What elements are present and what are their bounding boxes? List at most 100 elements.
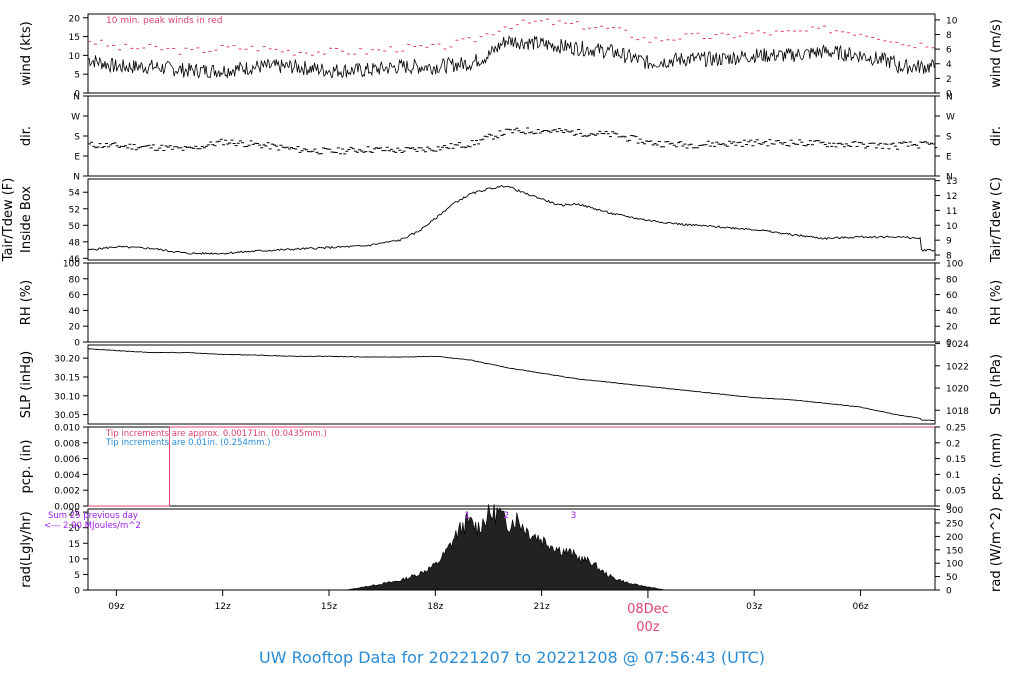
annotation-tip-exact: Tip increments are 0.01in. (0.254mm.) <box>105 438 270 448</box>
date-label: 08Dec <box>627 602 669 617</box>
ytick-label-rad: 15 <box>69 540 80 550</box>
ytick-right-label-temp: 8 <box>946 252 952 262</box>
ytick-label-dir: W <box>71 113 80 123</box>
ylabel-right-pcp: pcp. (mm) <box>989 433 1004 500</box>
ytick-label-rad: 10 <box>69 555 81 565</box>
ylabel-right-slp: SLP (hPa) <box>989 354 1004 415</box>
ytick-label-temp: 46 <box>69 255 81 265</box>
ytick-right-label-rad: 250 <box>946 520 963 530</box>
rad-peak-label-3: 3 <box>571 511 577 521</box>
ytick-right-label-wind: 2 <box>946 75 952 85</box>
panel-frame-rh <box>87 262 936 343</box>
ytick-right-label-dir: S <box>946 133 952 143</box>
xtick-label-15z: 15z <box>321 602 337 612</box>
xtick-label-12z: 12z <box>215 602 231 612</box>
ytick-label-pcp: 0.010 <box>54 424 80 434</box>
ytick-label-dir: S <box>74 133 80 143</box>
ylabel-sub-temp: Inside Box <box>19 186 34 253</box>
ytick-right-label-wind: 4 <box>946 60 952 70</box>
panel-frame-temp <box>87 178 936 261</box>
ylabel-pcp: pcp. (in) <box>19 440 34 494</box>
ytick-label-wind: 0 <box>74 90 80 100</box>
ytick-right-label-slp: 1018 <box>946 407 969 417</box>
annotation-tip-approx: Tip increments are approx. 0.00171in. (0… <box>105 429 327 439</box>
ytick-right-label-dir: N <box>946 93 953 103</box>
ytick-label-slp: 30.20 <box>54 355 80 365</box>
date-sublabel: 00z <box>636 620 660 635</box>
ytick-right-label-pcp: 0.15 <box>946 455 966 465</box>
rad-peak-label-2: 2 <box>503 511 509 521</box>
ytick-label-wind: 20 <box>69 14 81 24</box>
ytick-label-slp: 30.10 <box>54 392 80 402</box>
ylabel-wind: wind (kts) <box>19 21 34 85</box>
panel-frame-slp <box>87 344 936 425</box>
ylabel-rh: RH (%) <box>19 280 34 325</box>
ytick-label-dir: N <box>73 173 80 183</box>
ytick-right-label-temp: 11 <box>946 207 957 217</box>
ylabel-right-rh: RH (%) <box>989 280 1004 325</box>
series-line-slp <box>87 348 935 421</box>
ytick-label-pcp: 0.000 <box>54 503 80 513</box>
ylabel-right-rad: rad (W/m^2) <box>989 507 1004 592</box>
ytick-label-rad: 0 <box>74 587 80 597</box>
ytick-label-slp: 30.05 <box>54 411 80 421</box>
annotation-rad-sum: Sum 25 previous day <box>48 511 138 521</box>
ytick-right-label-wind: 8 <box>946 31 952 41</box>
ytick-label-wind: 10 <box>69 52 81 62</box>
ytick-label-rh: 40 <box>69 307 81 317</box>
ytick-label-rh: 0 <box>74 339 80 349</box>
ytick-right-label-dir: E <box>946 153 952 163</box>
ytick-right-label-dir: W <box>946 113 955 123</box>
ylabel-slp: SLP (inHg) <box>19 351 34 419</box>
xtick-label-18z: 18z <box>427 602 443 612</box>
ytick-label-rad: 25 <box>69 509 80 519</box>
ytick-label-temp: 52 <box>69 205 80 215</box>
ytick-right-label-rh: 80 <box>946 275 958 285</box>
ytick-right-label-rh: 20 <box>946 323 958 333</box>
ylabel-right-dir: dir. <box>989 126 1004 146</box>
ytick-right-label-slp: 1020 <box>946 385 969 395</box>
series-line-wind <box>87 35 935 79</box>
ytick-label-dir: N <box>73 93 80 103</box>
ylabel-dir: dir. <box>19 126 34 146</box>
ytick-right-label-pcp: 0.1 <box>946 471 960 481</box>
panel-frame-dir <box>87 95 936 177</box>
ytick-right-label-pcp: 0 <box>946 503 952 513</box>
series-peak-wind <box>88 18 935 56</box>
ytick-right-label-temp: 12 <box>946 192 957 202</box>
ytick-label-temp: 48 <box>69 238 81 248</box>
ytick-right-label-pcp: 0.2 <box>946 439 960 449</box>
ytick-label-pcp: 0.008 <box>54 439 80 449</box>
ytick-right-label-rh: 40 <box>946 307 958 317</box>
ylabel-right-temp: Tair/Tdew (C) <box>989 177 1004 263</box>
ytick-right-label-pcp: 0.05 <box>946 487 966 497</box>
ylabel-rad: rad(Lgly/hr) <box>19 511 34 587</box>
footer-title: UW Rooftop Data for 20221207 to 20221208… <box>258 648 766 667</box>
series-marks-dir <box>88 127 938 155</box>
ytick-label-wind: 5 <box>74 71 80 81</box>
ytick-right-label-wind: 0 <box>946 90 952 100</box>
ytick-right-label-temp: 13 <box>946 177 957 187</box>
series-area-rad <box>346 503 666 591</box>
ytick-label-rh: 20 <box>69 323 81 333</box>
series-line-pcp <box>88 426 935 507</box>
ytick-right-label-wind: 10 <box>946 16 958 26</box>
ytick-right-label-slp: 1024 <box>946 340 969 350</box>
ytick-label-rad: 20 <box>69 524 81 534</box>
series-line-temp <box>87 184 935 255</box>
ytick-label-temp: 50 <box>69 222 81 232</box>
ytick-right-label-rad: 100 <box>946 560 963 570</box>
xtick-label-03z: 03z <box>746 602 762 612</box>
ytick-label-dir: E <box>74 153 80 163</box>
xtick-label-06z: 06z <box>852 602 868 612</box>
ytick-right-label-rad: 0 <box>946 587 952 597</box>
ylabel-temp: Tair/Tdew (F) <box>1 178 16 263</box>
ytick-label-pcp: 0.004 <box>54 471 80 481</box>
ytick-right-label-rad: 200 <box>946 533 963 543</box>
ytick-right-label-wind: 6 <box>946 46 952 56</box>
ytick-label-temp: 54 <box>69 189 81 199</box>
ytick-right-label-dir: N <box>946 173 953 183</box>
ytick-right-label-temp: 10 <box>946 222 958 232</box>
panel-frame-wind <box>87 13 936 94</box>
